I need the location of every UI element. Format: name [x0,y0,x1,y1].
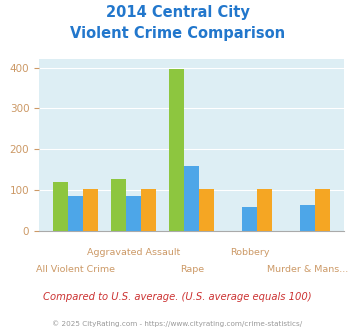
Bar [126,196,141,231]
Text: Robbery: Robbery [230,248,269,257]
Bar [169,69,184,231]
Text: All Violent Crime: All Violent Crime [36,265,115,274]
Text: Compared to U.S. average. (U.S. average equals 100): Compared to U.S. average. (U.S. average … [43,292,312,302]
Bar [184,166,199,231]
Bar [242,207,257,231]
Text: Violent Crime Comparison: Violent Crime Comparison [70,26,285,41]
Text: 2014 Central City: 2014 Central City [105,5,250,20]
Bar [199,189,214,231]
Bar [53,182,68,231]
Text: Rape: Rape [180,265,204,274]
Bar [300,205,315,231]
Bar [111,179,126,231]
Bar [141,189,156,231]
Bar [315,189,331,231]
Text: Murder & Mans...: Murder & Mans... [267,265,349,274]
Text: © 2025 CityRating.com - https://www.cityrating.com/crime-statistics/: © 2025 CityRating.com - https://www.city… [53,320,302,327]
Bar [68,196,83,231]
Bar [257,189,272,231]
Bar [83,189,98,231]
Text: Aggravated Assault: Aggravated Assault [87,248,180,257]
